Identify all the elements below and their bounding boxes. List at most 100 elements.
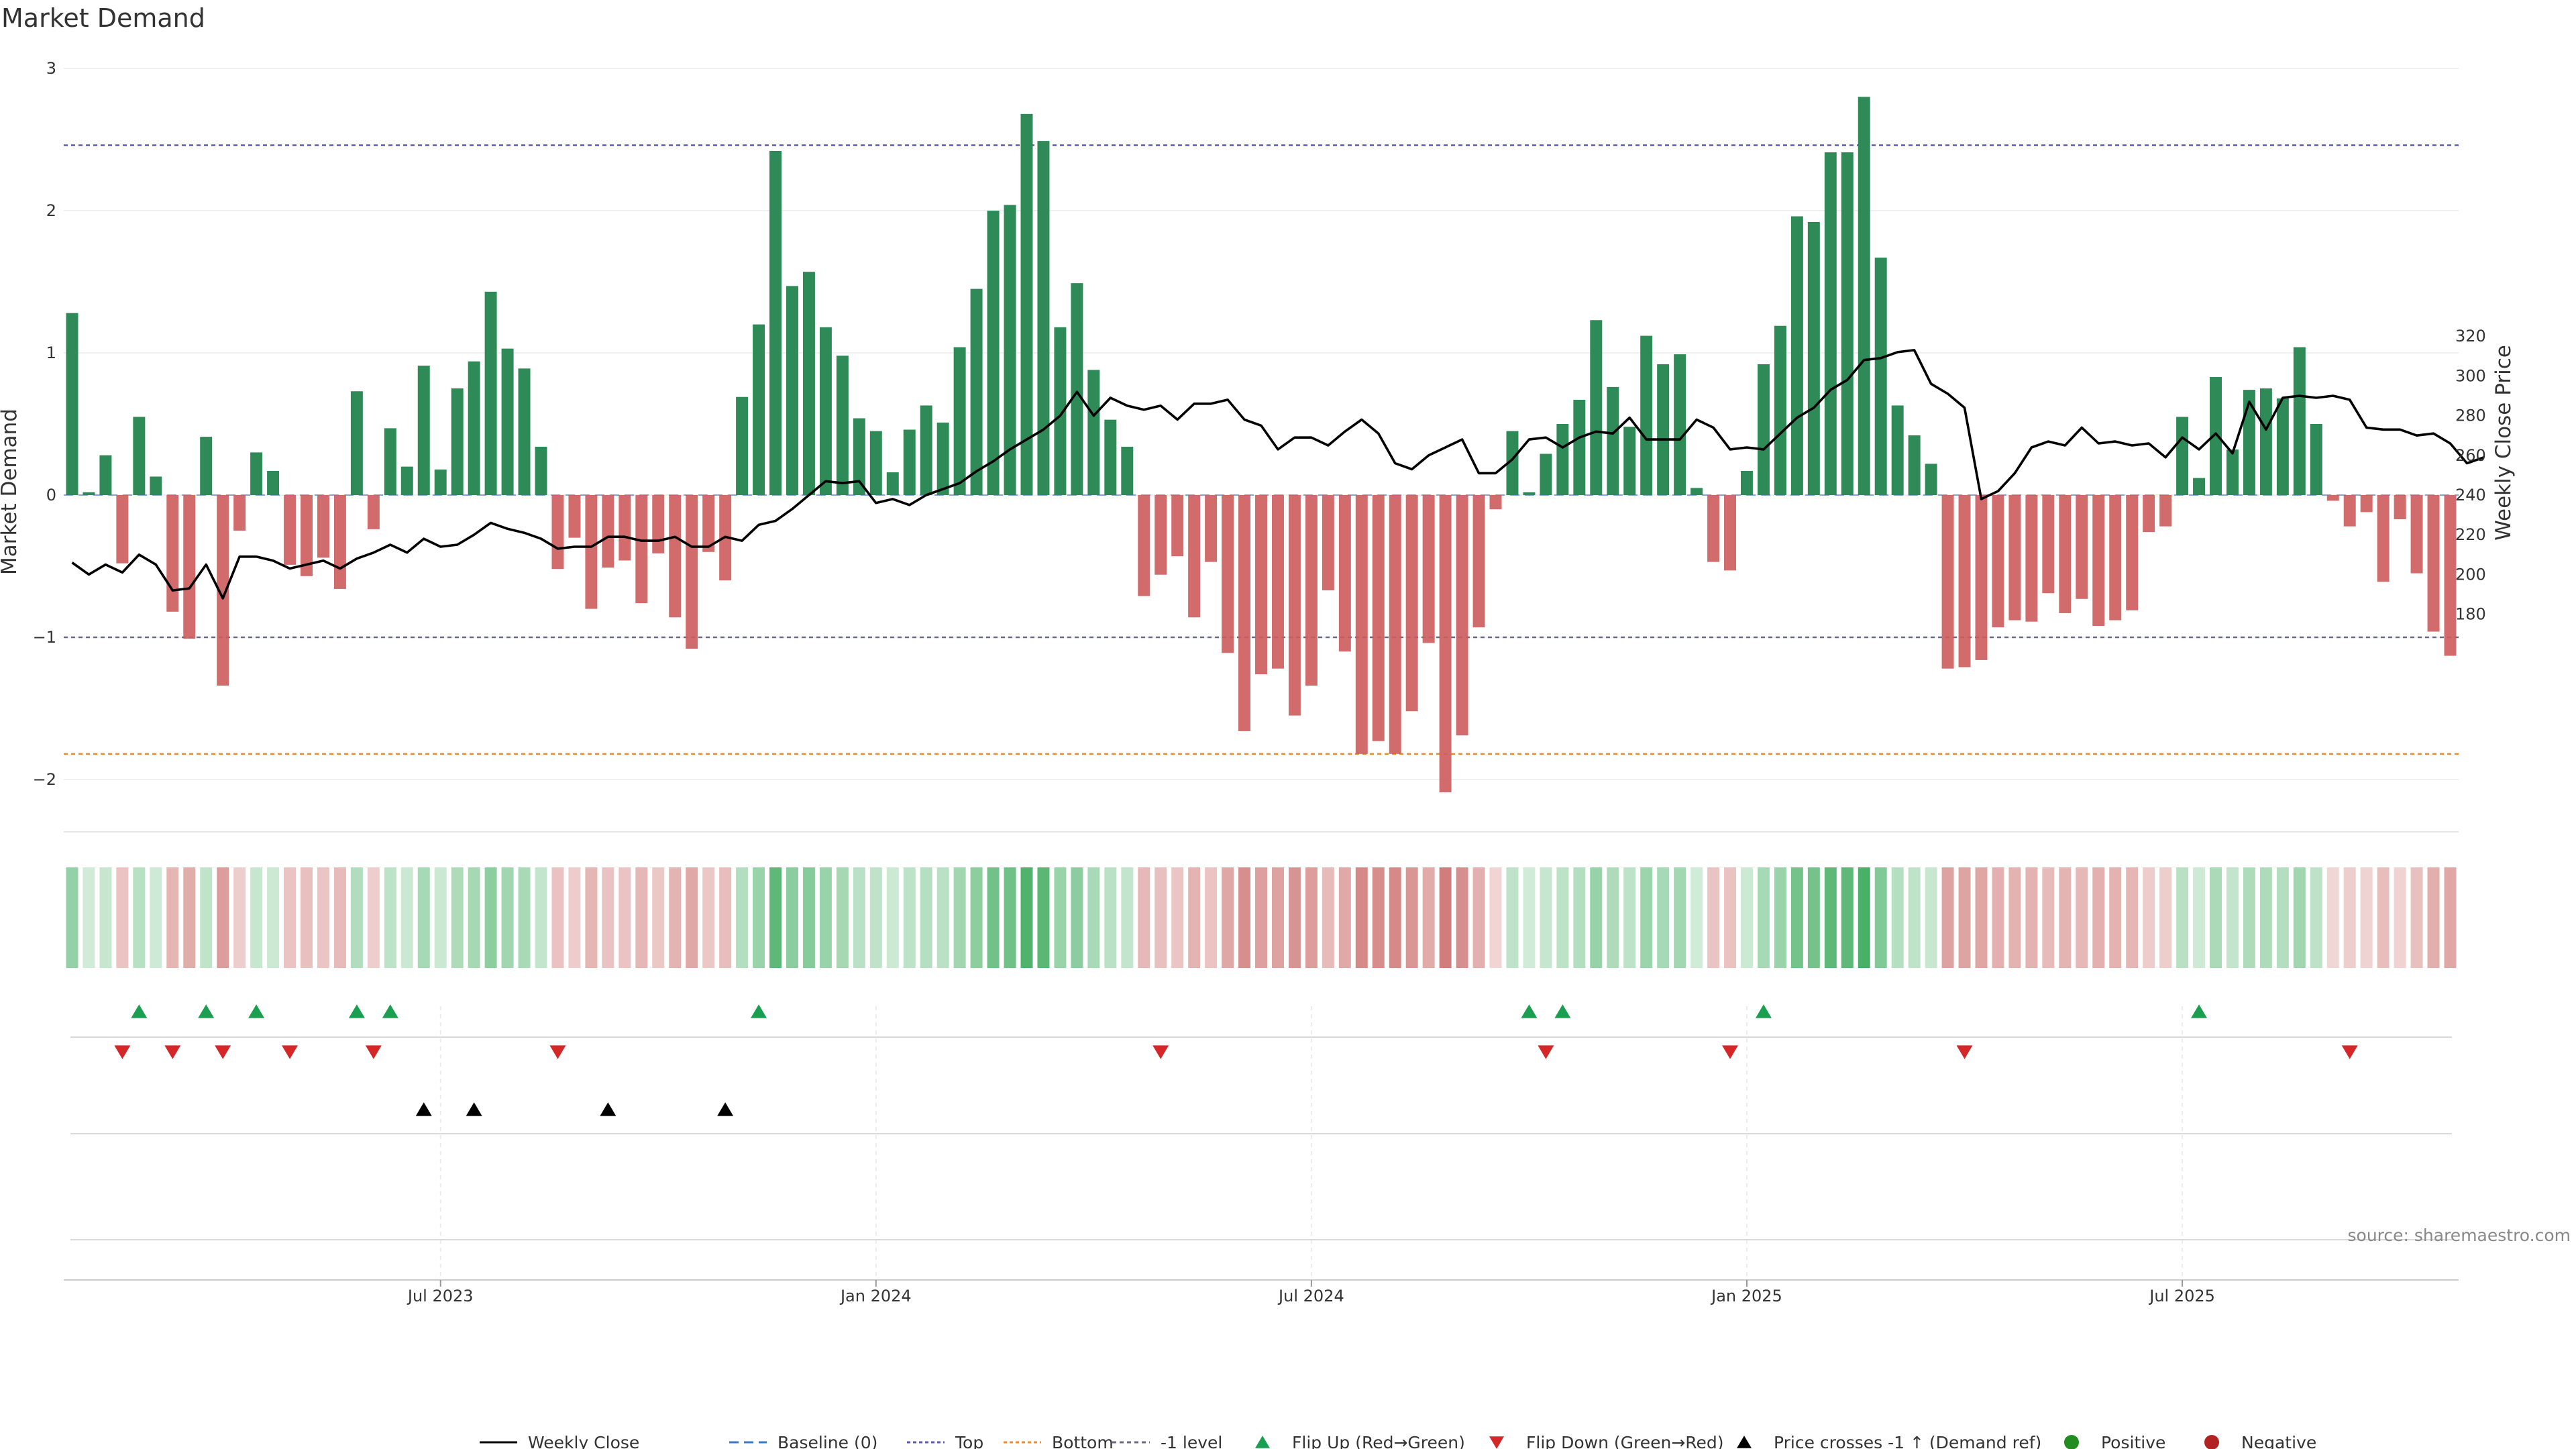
x-tick-label: Jan 2024 bbox=[839, 1287, 912, 1305]
x-tick-label: Jan 2025 bbox=[1710, 1287, 1782, 1305]
flip-down-marker bbox=[1722, 1045, 1739, 1059]
demand-bars bbox=[66, 97, 2457, 793]
demand-bar bbox=[1657, 364, 1670, 495]
heat-cell bbox=[1590, 867, 1603, 968]
heat-cell bbox=[1824, 867, 1837, 968]
heat-cell bbox=[786, 867, 798, 968]
heat-cell bbox=[2293, 867, 2306, 968]
y2-tick-label: 220 bbox=[2455, 525, 2486, 544]
demand-bar bbox=[1422, 495, 1435, 643]
demand-bar bbox=[1556, 424, 1569, 495]
demand-bar bbox=[1020, 113, 1033, 496]
heat-cell bbox=[250, 867, 263, 968]
demand-bar bbox=[1087, 370, 1100, 495]
demand-bar bbox=[1456, 495, 1468, 736]
demand-bar bbox=[652, 495, 665, 553]
event-markers bbox=[114, 1004, 2358, 1116]
heat-cell bbox=[2126, 867, 2139, 968]
demand-bar bbox=[1958, 495, 1971, 667]
demand-bar bbox=[317, 495, 329, 558]
heat-cell bbox=[116, 867, 129, 968]
heat-cell bbox=[836, 867, 849, 968]
demand-bar bbox=[367, 495, 380, 529]
price-cross-marker bbox=[415, 1102, 432, 1116]
legend-swatch-flip-up bbox=[1255, 1436, 1270, 1448]
heat-cell bbox=[1958, 867, 1971, 968]
y-tick-label: 0 bbox=[46, 486, 56, 504]
demand-bar bbox=[1155, 495, 1167, 575]
x-tick-label: Jul 2023 bbox=[407, 1287, 474, 1305]
flip-up-marker bbox=[2191, 1004, 2208, 1018]
demand-bar bbox=[250, 452, 263, 495]
demand-bar bbox=[702, 495, 715, 552]
demand-bar bbox=[2092, 495, 2105, 627]
heat-cell bbox=[2377, 867, 2390, 968]
heat-cell bbox=[1305, 867, 1318, 968]
demand-bar bbox=[753, 324, 765, 495]
legend-swatch-price-cross bbox=[1737, 1436, 1752, 1448]
demand-heat-strip bbox=[66, 867, 2457, 968]
heat-cell bbox=[886, 867, 899, 968]
demand-bar bbox=[1222, 495, 1234, 653]
demand-bar bbox=[1489, 495, 1502, 510]
flip-down-marker bbox=[1152, 1045, 1169, 1059]
demand-bar bbox=[1305, 495, 1318, 686]
demand-bar bbox=[1271, 495, 1284, 669]
x-axis-ticks: Jul 2023 Jan 2024 Jul 2024 Jan 2025 Jul 2025 bbox=[407, 1280, 2215, 1305]
heat-cell bbox=[1674, 867, 1686, 968]
heat-cell bbox=[1020, 867, 1033, 968]
heat-cell bbox=[1255, 867, 1267, 968]
heat-cell bbox=[535, 867, 547, 968]
demand-bar bbox=[1908, 435, 1921, 495]
demand-bar bbox=[1121, 446, 1134, 495]
heat-cell bbox=[1037, 867, 1050, 968]
heat-cell bbox=[284, 867, 297, 968]
demand-bar bbox=[987, 211, 1000, 495]
demand-bar bbox=[1941, 495, 1954, 669]
heat-cell bbox=[1841, 867, 1854, 968]
heat-cell bbox=[2259, 867, 2272, 968]
demand-bar bbox=[501, 348, 514, 495]
heat-cell bbox=[1087, 867, 1100, 968]
y2-tick-label: 180 bbox=[2455, 605, 2486, 624]
heat-cell bbox=[652, 867, 665, 968]
demand-bar bbox=[1338, 495, 1351, 652]
heat-cell bbox=[1607, 867, 1619, 968]
heat-cell bbox=[1188, 867, 1201, 968]
demand-bar bbox=[802, 272, 815, 495]
heat-cell bbox=[350, 867, 363, 968]
y2-axis-ticks: 320 300 280 260 240 220 200 180 bbox=[2455, 327, 2486, 623]
demand-bar bbox=[551, 495, 564, 570]
demand-bar bbox=[568, 495, 581, 538]
y2-tick-label: 260 bbox=[2455, 446, 2486, 465]
demand-bar bbox=[2059, 495, 2072, 613]
demand-bar bbox=[1439, 495, 1452, 793]
y-axis-ticks: 3 2 1 0 −1 −2 bbox=[33, 59, 56, 789]
demand-bar bbox=[886, 472, 899, 495]
demand-bar bbox=[1807, 221, 1820, 495]
heat-cell bbox=[2243, 867, 2255, 968]
heat-cell bbox=[669, 867, 682, 968]
demand-bar bbox=[1774, 325, 1786, 495]
heat-cell bbox=[802, 867, 815, 968]
demand-bar bbox=[853, 418, 865, 495]
heat-cell bbox=[568, 867, 581, 968]
heat-cell bbox=[200, 867, 213, 968]
heat-cell bbox=[501, 867, 514, 968]
flip-up-marker bbox=[1554, 1004, 1571, 1018]
heat-cell bbox=[719, 867, 732, 968]
demand-bar bbox=[1472, 495, 1485, 628]
demand-bar bbox=[920, 405, 932, 495]
heat-cell bbox=[183, 867, 196, 968]
heat-cell bbox=[1422, 867, 1435, 968]
heat-cell bbox=[1104, 867, 1117, 968]
flip-down-marker bbox=[1956, 1045, 1973, 1059]
demand-bar bbox=[1790, 216, 1803, 495]
demand-bar bbox=[535, 446, 547, 495]
heat-cell bbox=[468, 867, 480, 968]
legend-label: Top bbox=[955, 1433, 983, 1449]
heat-cell bbox=[853, 867, 865, 968]
heat-cell bbox=[367, 867, 380, 968]
demand-bar bbox=[233, 495, 246, 531]
price-line-group bbox=[71, 349, 2484, 600]
